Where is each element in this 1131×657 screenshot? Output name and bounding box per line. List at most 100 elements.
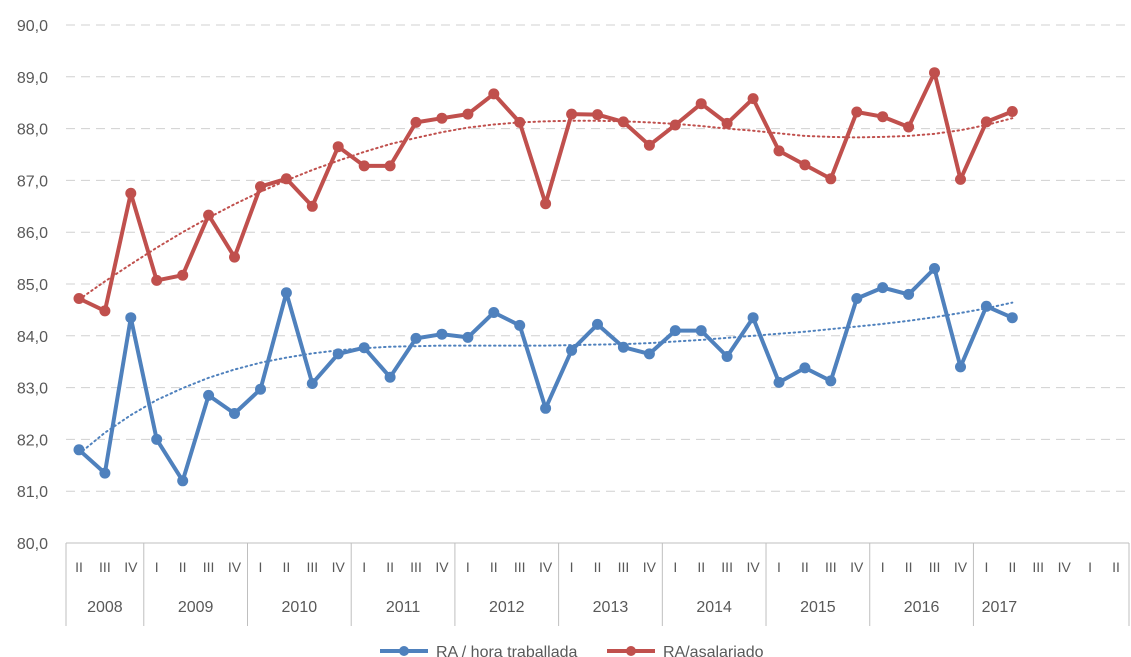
- y-tick-label: 82,0: [17, 432, 48, 449]
- data-point-hora-traballada: [747, 312, 759, 324]
- y-tick-label: 87,0: [17, 173, 48, 190]
- quarter-tick-label: III: [618, 559, 630, 575]
- data-point-hora-traballada: [203, 389, 215, 401]
- quarter-tick-label: II: [386, 559, 394, 575]
- y-tick-label: 85,0: [17, 277, 48, 294]
- quarter-tick-label: IV: [435, 559, 449, 575]
- data-point-asalariado: [436, 112, 448, 124]
- data-point-hora-traballada: [695, 325, 707, 337]
- data-point-hora-traballada: [955, 361, 966, 373]
- data-point-asalariado: [410, 116, 422, 128]
- data-point-hora-traballada: [540, 402, 552, 414]
- data-point-asalariado: [99, 305, 111, 317]
- data-point-asalariado: [384, 160, 396, 172]
- quarter-tick-label: IV: [539, 559, 553, 575]
- data-point-asalariado: [255, 181, 266, 193]
- data-point-asalariado: [488, 88, 500, 100]
- legend-label: RA/asalariado: [663, 644, 764, 657]
- quarter-tick-label: III: [721, 559, 733, 575]
- data-point-hora-traballada: [514, 319, 526, 331]
- data-point-asalariado: [695, 98, 707, 110]
- y-tick-label: 83,0: [17, 381, 48, 398]
- y-axis: 80,0 81,0 82,0 83,0 84,0 85,0 86,0 87,0 88,0 89,0…: [17, 18, 48, 553]
- data-point-asalariado: [540, 198, 552, 210]
- quarter-tick-label: II: [490, 559, 498, 575]
- legend: RA / hora traballada RA/asalariado: [380, 644, 764, 657]
- legend-label: RA / hora traballada: [436, 644, 578, 657]
- data-point-asalariado: [721, 117, 733, 129]
- year-tick-label: 2010: [282, 599, 318, 616]
- data-point-hora-traballada: [566, 344, 578, 356]
- data-point-hora-traballada: [773, 376, 785, 388]
- quarter-tick-label: IV: [1058, 559, 1072, 575]
- quarter-tick-label: II: [801, 559, 809, 575]
- data-point-asalariado: [799, 159, 811, 171]
- data-point-asalariado: [669, 119, 681, 131]
- data-point-asalariado: [903, 121, 915, 133]
- data-point-asalariado: [332, 141, 344, 153]
- quarter-tick-label: III: [1032, 559, 1044, 575]
- data-point-asalariado: [877, 111, 889, 123]
- quarter-tick-label: II: [1008, 559, 1016, 575]
- quarter-tick-label: III: [203, 559, 215, 575]
- series-lines: [73, 67, 1018, 487]
- quarter-tick-label: I: [673, 559, 677, 575]
- data-point-hora-traballada: [617, 341, 629, 353]
- data-point-asalariado: [747, 93, 759, 105]
- data-point-hora-traballada: [436, 328, 448, 340]
- data-point-asalariado: [177, 269, 189, 281]
- quarter-tick-label: IV: [643, 559, 657, 575]
- quarter-tick-label: I: [777, 559, 781, 575]
- data-point-asalariado: [73, 293, 85, 304]
- data-point-hora-traballada: [255, 383, 266, 395]
- quarter-tick-label: II: [1112, 559, 1120, 575]
- data-point-asalariado: [358, 160, 370, 172]
- data-point-hora-traballada: [643, 348, 655, 360]
- quarter-tick-label: II: [75, 559, 83, 575]
- data-point-hora-traballada: [73, 444, 85, 456]
- data-point-asalariado: [566, 108, 578, 120]
- data-point-hora-traballada: [669, 325, 681, 337]
- data-point-hora-traballada: [592, 318, 603, 330]
- data-point-hora-traballada: [721, 351, 733, 362]
- quarter-tick-label: IV: [954, 559, 968, 575]
- data-point-asalariado: [306, 200, 318, 212]
- legend-swatch-marker: [626, 646, 636, 656]
- data-point-hora-traballada: [125, 312, 137, 324]
- year-tick-label: 2011: [386, 599, 421, 616]
- y-tick-label: 88,0: [17, 122, 48, 139]
- quarter-tick-label: IV: [124, 559, 138, 575]
- data-point-hora-traballada: [410, 332, 422, 344]
- quarter-tick-label: III: [99, 559, 111, 575]
- quarter-tick-label: III: [514, 559, 526, 575]
- quarter-tick-label: I: [155, 559, 159, 575]
- quarter-tick-label: IV: [746, 559, 760, 575]
- data-point-asalariado: [462, 108, 474, 120]
- year-tick-label: 2017: [982, 599, 1018, 616]
- y-tick-label: 80,0: [17, 536, 48, 553]
- data-point-hora-traballada: [980, 300, 992, 312]
- data-point-hora-traballada: [332, 348, 344, 360]
- x-axis: II III IV I II III IV I II III IV I II III IV I II III IV I…: [65, 542, 1130, 626]
- data-point-hora-traballada: [306, 378, 318, 389]
- data-point-hora-traballada: [229, 408, 240, 419]
- quarter-tick-label: I: [466, 559, 470, 575]
- quarter-tick-label: II: [697, 559, 705, 575]
- series-line-asalariado: [77, 70, 1015, 313]
- data-point-asalariado: [514, 116, 526, 128]
- data-point-hora-traballada: [488, 307, 500, 318]
- quarter-tick-label: I: [259, 559, 263, 575]
- data-point-asalariado: [125, 187, 137, 199]
- trendlines: [78, 117, 1014, 455]
- data-point-hora-traballada: [1006, 312, 1018, 324]
- data-point-hora-traballada: [384, 371, 396, 383]
- data-point-hora-traballada: [280, 287, 292, 299]
- data-point-hora-traballada: [177, 475, 189, 487]
- quarter-tick-label: IV: [332, 559, 346, 575]
- y-tick-label: 81,0: [17, 484, 48, 501]
- data-point-asalariado: [280, 173, 292, 185]
- year-tick-label: 2015: [800, 599, 836, 616]
- year-tick-label: 2014: [696, 599, 732, 616]
- y-tick-label: 89,0: [17, 70, 48, 87]
